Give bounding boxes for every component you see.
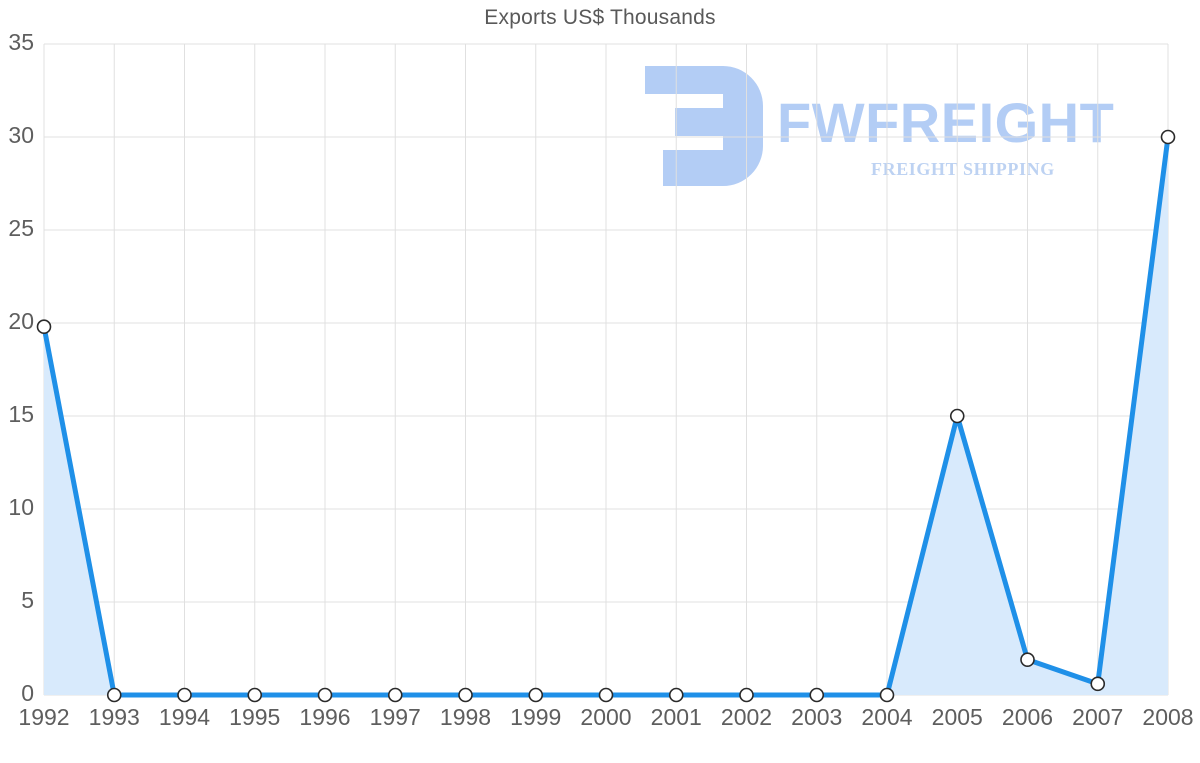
grid-lines <box>43 43 1169 696</box>
x-axis-tick-label: 2003 <box>791 704 843 730</box>
data-point-marker[interactable] <box>598 687 614 703</box>
data-point-markers <box>36 129 1176 703</box>
y-axis-tick-label: 30 <box>8 122 34 148</box>
x-axis-tick-label: 1994 <box>158 704 211 730</box>
x-axis-tick-label: 2005 <box>931 704 983 730</box>
y-axis-tick-label: 25 <box>8 215 34 241</box>
x-axis-tick-label: 2007 <box>1072 704 1124 730</box>
y-axis-tick-label: 15 <box>8 401 34 427</box>
y-axis-tick-label: 5 <box>21 587 34 613</box>
data-point-marker[interactable] <box>1160 129 1176 145</box>
x-axis-tick-label: 1993 <box>88 704 140 730</box>
data-point-marker[interactable] <box>739 687 754 703</box>
chart-title: Exports US$ Thousands <box>484 6 716 29</box>
data-point-marker[interactable] <box>458 687 473 703</box>
x-axis-tick-label: 1995 <box>229 704 281 730</box>
data-point-marker[interactable] <box>1020 652 1035 667</box>
x-axis-tick-label: 2000 <box>580 704 632 730</box>
x-axis-tick-label: 1997 <box>369 704 421 730</box>
x-axis-tick-label: 1999 <box>510 704 562 730</box>
data-point-marker[interactable] <box>387 687 403 703</box>
y-axis-tick-label: 20 <box>8 308 34 334</box>
data-point-marker[interactable] <box>809 687 825 703</box>
y-axis-tick-label: 0 <box>21 680 34 706</box>
data-point-marker[interactable] <box>949 408 965 424</box>
x-axis-tick-label: 2004 <box>861 704 913 730</box>
y-axis-tick-label: 35 <box>8 29 34 55</box>
y-axis-tick-label: 10 <box>8 494 34 520</box>
x-axis-tick-label: 2006 <box>1001 704 1054 730</box>
data-point-marker[interactable] <box>668 687 684 703</box>
x-axis-tick-label: 1996 <box>299 704 351 730</box>
data-point-marker[interactable] <box>106 687 122 703</box>
data-point-marker[interactable] <box>317 687 333 703</box>
x-axis-tick-label: 2008 <box>1142 704 1194 730</box>
x-axis-tick-label: 2002 <box>720 704 773 730</box>
x-axis-tick-label: 1992 <box>18 704 70 730</box>
data-point-marker[interactable] <box>879 687 895 703</box>
data-point-marker[interactable] <box>528 687 544 703</box>
data-point-marker[interactable] <box>247 687 263 703</box>
x-axis-tick-label: 2001 <box>650 704 702 730</box>
data-point-marker[interactable] <box>1090 676 1106 692</box>
data-point-marker[interactable] <box>36 319 52 335</box>
x-axis-tick-label: 1998 <box>439 704 492 730</box>
data-point-marker[interactable] <box>177 687 192 703</box>
